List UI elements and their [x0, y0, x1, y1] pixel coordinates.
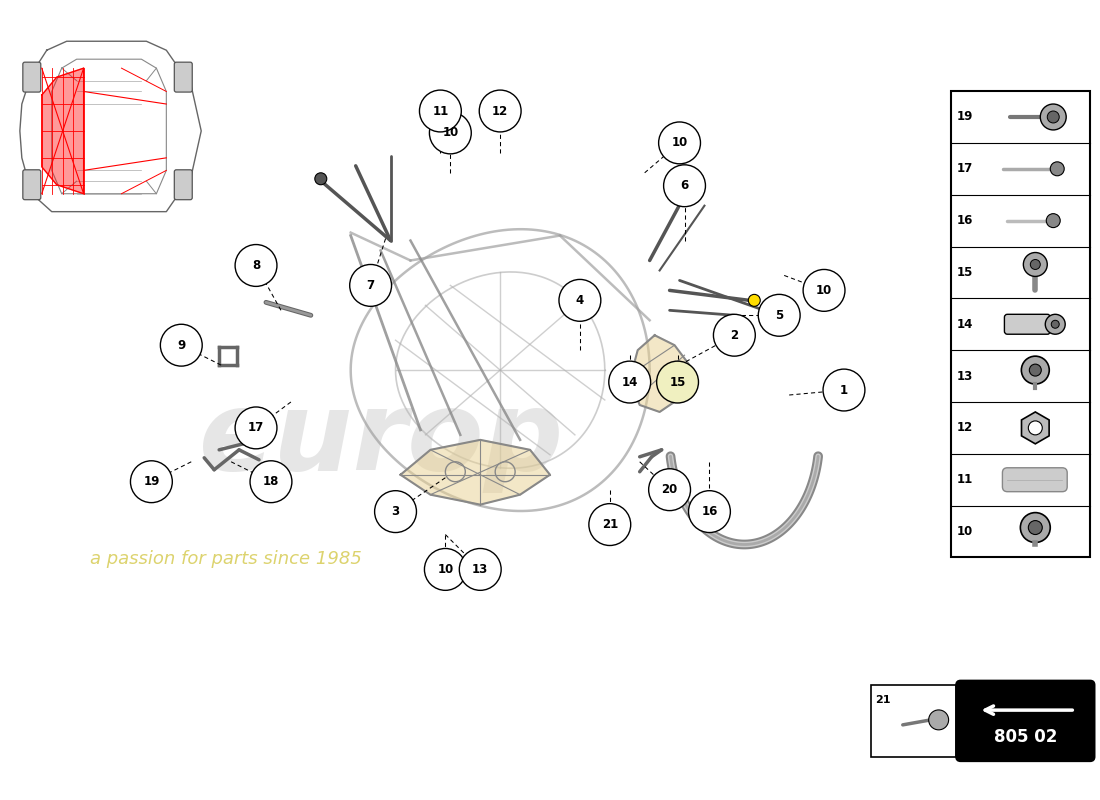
FancyBboxPatch shape	[1002, 468, 1067, 492]
Text: 15: 15	[956, 266, 972, 279]
Text: 21: 21	[602, 518, 618, 531]
Circle shape	[1047, 111, 1059, 123]
Circle shape	[659, 122, 701, 164]
FancyBboxPatch shape	[957, 681, 1094, 761]
Circle shape	[1052, 320, 1059, 328]
Circle shape	[460, 549, 502, 590]
FancyBboxPatch shape	[23, 170, 41, 200]
Circle shape	[1028, 421, 1043, 435]
Circle shape	[350, 265, 392, 306]
Text: 9: 9	[177, 338, 186, 352]
Circle shape	[1041, 104, 1066, 130]
Text: 7: 7	[366, 279, 375, 292]
Circle shape	[425, 549, 466, 590]
Text: 18: 18	[263, 475, 279, 488]
FancyBboxPatch shape	[1004, 314, 1050, 334]
Circle shape	[1028, 521, 1043, 534]
Text: 14: 14	[956, 318, 972, 330]
Circle shape	[419, 90, 461, 132]
Text: europ: europ	[199, 386, 564, 494]
Circle shape	[803, 270, 845, 311]
Circle shape	[1046, 214, 1060, 228]
Circle shape	[1023, 253, 1047, 277]
Circle shape	[758, 294, 800, 336]
Circle shape	[663, 165, 705, 206]
Text: 2: 2	[730, 329, 738, 342]
Circle shape	[1031, 259, 1041, 270]
Text: 21: 21	[876, 695, 891, 705]
Text: 19: 19	[956, 110, 972, 123]
Circle shape	[315, 173, 327, 185]
Text: 11: 11	[956, 474, 972, 486]
Text: 10: 10	[816, 284, 833, 297]
Polygon shape	[629, 335, 690, 412]
Circle shape	[480, 90, 521, 132]
FancyBboxPatch shape	[174, 62, 192, 92]
Text: 10: 10	[671, 136, 688, 150]
Circle shape	[1045, 314, 1065, 334]
Text: 5: 5	[776, 309, 783, 322]
Circle shape	[649, 469, 691, 510]
Circle shape	[928, 710, 948, 730]
Text: 1: 1	[840, 383, 848, 397]
Text: 4: 4	[575, 294, 584, 307]
Text: a passion for parts since 1985: a passion for parts since 1985	[89, 550, 362, 569]
Text: 12: 12	[492, 105, 508, 118]
Circle shape	[250, 461, 292, 502]
Text: 10: 10	[442, 126, 459, 139]
Text: 6: 6	[681, 179, 689, 192]
Text: 10: 10	[956, 525, 972, 538]
Text: 11: 11	[432, 105, 449, 118]
Polygon shape	[1022, 412, 1049, 444]
Circle shape	[823, 369, 865, 411]
Circle shape	[748, 294, 760, 306]
Circle shape	[714, 314, 756, 356]
Circle shape	[375, 490, 417, 533]
FancyBboxPatch shape	[871, 685, 956, 757]
FancyBboxPatch shape	[950, 91, 1090, 558]
Text: 16: 16	[956, 214, 972, 227]
Circle shape	[559, 279, 601, 322]
Circle shape	[1030, 364, 1042, 376]
Polygon shape	[42, 68, 84, 194]
Text: 16: 16	[702, 505, 717, 518]
Text: 20: 20	[661, 483, 678, 496]
Circle shape	[161, 324, 202, 366]
FancyBboxPatch shape	[174, 170, 192, 200]
Text: 14: 14	[621, 375, 638, 389]
Circle shape	[235, 245, 277, 286]
Text: 13: 13	[956, 370, 972, 382]
Circle shape	[588, 504, 630, 546]
Text: 15: 15	[670, 375, 685, 389]
Circle shape	[608, 361, 650, 403]
Polygon shape	[400, 440, 550, 505]
Text: 13: 13	[472, 563, 488, 576]
Text: 17: 17	[248, 422, 264, 434]
Circle shape	[131, 461, 173, 502]
Circle shape	[689, 490, 730, 533]
FancyBboxPatch shape	[23, 62, 41, 92]
Circle shape	[657, 361, 698, 403]
Text: 12: 12	[956, 422, 972, 434]
Text: 805 02: 805 02	[993, 728, 1057, 746]
Circle shape	[1021, 513, 1050, 542]
Text: 8: 8	[252, 259, 260, 272]
Circle shape	[1022, 356, 1049, 384]
Text: 17: 17	[956, 162, 972, 175]
Text: 10: 10	[437, 563, 453, 576]
Circle shape	[235, 407, 277, 449]
Circle shape	[429, 112, 471, 154]
Text: 19: 19	[143, 475, 160, 488]
Circle shape	[1050, 162, 1064, 176]
Text: 3: 3	[392, 505, 399, 518]
